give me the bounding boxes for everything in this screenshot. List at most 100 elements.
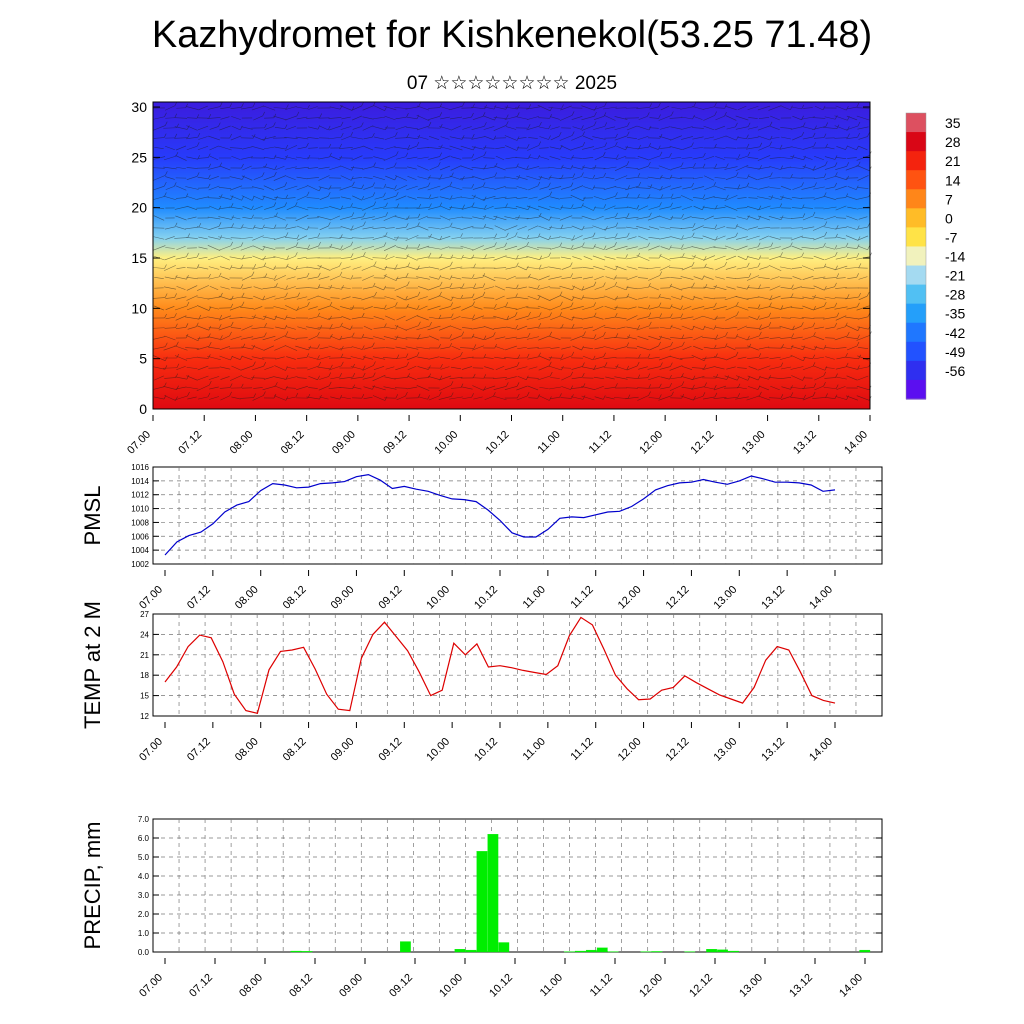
wind-barb [538,312,542,317]
wind-barb [516,362,520,367]
wind-barb [351,115,363,121]
wind-barb [757,205,771,211]
wind-barb [350,131,354,137]
wind-barb [241,236,253,240]
wind-barb [680,305,683,310]
wind-barb [834,245,838,250]
wind-barb [713,217,727,219]
wind-barb [472,245,484,251]
wind-barb [637,146,649,150]
wind-barb [251,105,265,111]
wind-barb [659,366,671,370]
wind-barb [802,257,814,259]
wind-barb [526,235,530,240]
wind-barb [218,216,232,220]
wind-barb [691,246,705,250]
wind-barb [614,165,628,171]
wind-barb [362,116,374,120]
wind-barb [714,302,717,307]
wind-barb [339,271,343,276]
wind-barb [273,256,287,260]
wind-barb [394,162,397,167]
wind-barb [406,386,418,390]
wind-barb [449,266,463,270]
wind-barb [363,177,373,179]
wind-barb [330,155,340,161]
wind-barb [383,155,397,161]
wind-barb [857,375,869,381]
wind-barb [483,151,487,156]
wind-barb [801,247,815,249]
wind-barb [208,135,220,141]
wind-barb [262,385,276,391]
wind-barb [845,352,848,358]
wind-barb [318,241,321,247]
wind-barb [615,297,627,299]
wind-barb [550,246,560,250]
wind-barb [506,326,516,330]
wind-barb [242,206,252,210]
wind-barb [395,365,407,371]
wind-barb [328,125,342,131]
wind-barb [858,276,868,280]
wind-barb [220,335,230,341]
y-tick-label: 0 [139,401,147,417]
wind-barb [647,266,661,270]
wind-barb [846,247,858,249]
wind-barb [318,315,330,321]
wind-barb [229,317,243,319]
wind-barb [154,375,164,381]
wind-barb [527,347,539,349]
wind-barb [317,265,331,271]
wind-barb [295,265,298,271]
wind-barb [714,102,717,107]
wind-barb [449,185,463,191]
wind-barb [240,397,254,399]
wind-barb [638,235,648,241]
wind-barb [362,145,374,151]
wind-barb [230,295,234,301]
wind-barb [493,267,507,269]
wind-barb [704,276,714,280]
wind-barb [593,116,605,120]
wind-barb [428,335,440,341]
wind-barb [856,385,870,391]
wind-barb [714,207,726,209]
wind-barb [702,315,716,321]
wind-barb [405,235,419,241]
wind-barb [768,312,772,317]
x-tick-label: 14.00 [807,736,835,764]
wind-barb [845,145,848,150]
x-tick-label: 12.12 [664,584,692,612]
wind-barb [636,361,640,367]
wind-barb [241,196,244,201]
wind-barb [691,255,705,261]
wind-barb [669,365,683,371]
wind-barb [528,397,538,399]
wind-barb [604,326,616,330]
wind-barb [757,246,771,250]
wind-barb [285,144,289,150]
wind-barb [318,272,321,278]
wind-barb [725,355,737,361]
wind-barb [737,105,747,111]
wind-barb [286,175,296,181]
wind-barb [405,353,409,358]
wind-barb [297,377,307,379]
wind-barb [273,224,277,229]
wind-barb [462,204,465,209]
wind-barb [582,373,585,378]
wind-barb [483,246,495,250]
wind-barb [768,216,782,220]
wind-barb [769,302,772,307]
wind-barb [395,357,407,359]
wind-barb [418,305,428,311]
wind-barb [220,395,230,401]
wind-barb [614,175,628,181]
wind-barb [196,384,210,392]
wind-barb [703,364,707,369]
wind-barb [373,101,376,106]
wind-barb [703,152,706,158]
wind-barb [582,205,594,211]
